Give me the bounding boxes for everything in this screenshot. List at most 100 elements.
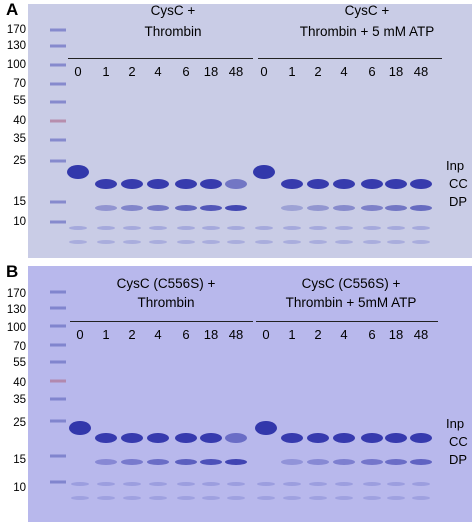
mw-marker-55: 55 xyxy=(13,95,26,107)
gel-a-faint-band-g1-5 xyxy=(202,226,220,230)
mw-marker-10: 10 xyxy=(13,216,26,228)
gel-a-cc-band-g2-6 xyxy=(410,179,432,189)
gel-b-faint-band-g2-2 xyxy=(309,482,327,486)
gel-a-faint-band-g1-4 xyxy=(177,226,195,230)
gel-b-faint2-band-g2-6 xyxy=(412,496,430,500)
gel-b-faint-band-g1-2 xyxy=(123,482,141,486)
gel-b-faint2-band-g1-0 xyxy=(71,496,89,500)
group-title-a-1-line2: Thrombin xyxy=(144,24,202,39)
gel-a-cc-band-g2-5 xyxy=(385,179,407,189)
lane-label-a-g1-18: 18 xyxy=(203,64,219,79)
gel-a-dp-band-g1-6 xyxy=(225,205,247,211)
gel-b-ladder-band-5 xyxy=(50,379,66,383)
gel-b-ladder-band-3 xyxy=(50,343,66,347)
gel-b-dp-band-g1-3 xyxy=(147,459,169,465)
band-label-a-inp: Inp xyxy=(446,158,465,173)
mw-marker-10-b: 10 xyxy=(13,482,26,494)
group-title-a-2-line1: CysC + xyxy=(344,3,390,18)
gel-b-faint-band-g1-0 xyxy=(71,482,89,486)
gel-b-faint2-band-g1-2 xyxy=(123,496,141,500)
gel-a-cc-band-g1-6 xyxy=(225,179,247,189)
lane-label-a-g2-48: 48 xyxy=(413,64,429,79)
gel-b-cc-band-g1-3 xyxy=(147,433,169,443)
mw-marker-25-b: 25 xyxy=(13,417,26,429)
gel-b-svg xyxy=(28,266,472,522)
gel-b-faint-band-g2-3 xyxy=(335,482,353,486)
gel-a-ladder-band-9 xyxy=(50,220,66,224)
gel-a-ladder-band-0 xyxy=(50,28,66,32)
gel-b-inp-band-g2 xyxy=(255,421,277,435)
gel-a-faint2-band-g2-4 xyxy=(363,240,381,244)
gel-a-faint-band-g1-2 xyxy=(123,226,141,230)
gel-b-cc-band-g1-6 xyxy=(225,433,247,443)
mw-marker-70: 70 xyxy=(13,78,26,90)
gel-b-faint2-band-g2-2 xyxy=(309,496,327,500)
gel-a-faint-band-g1-6 xyxy=(227,226,245,230)
gel-b-faint2-band-g2-0 xyxy=(257,496,275,500)
lane-label-a-g2-2: 2 xyxy=(314,64,322,79)
gel-a-dp-band-g2-2 xyxy=(307,205,329,211)
gel-b-faint-band-g1-5 xyxy=(202,482,220,486)
gel-b-faint-band-g2-5 xyxy=(387,482,405,486)
mw-marker-40-b: 40 xyxy=(13,377,26,389)
gel-b-ladder-band-8 xyxy=(50,454,66,458)
lane-label-a-g2-1: 1 xyxy=(288,64,296,79)
gel-b-ladder-band-7 xyxy=(50,419,66,423)
gel-a-faint2-band-g2-6 xyxy=(412,240,430,244)
lane-label-a-g1-1: 1 xyxy=(102,64,110,79)
group-title-b-2-line2: Thrombin + 5mM ATP xyxy=(285,295,417,310)
gel-a-faint2-band-g1-1 xyxy=(97,240,115,244)
gel-b-dp-band-g2-6 xyxy=(410,459,432,465)
gel-b-faint-band-g2-6 xyxy=(412,482,430,486)
gel-a-faint-band-g2-2 xyxy=(309,226,327,230)
gel-b-cc-band-g1-5 xyxy=(200,433,222,443)
lane-label-b-g2-48: 48 xyxy=(413,327,429,342)
group-rule-a-2 xyxy=(258,58,442,59)
mw-marker-15-b: 15 xyxy=(13,454,26,466)
gel-b-dp-band-g2-2 xyxy=(307,459,329,465)
gel-a-cc-band-g2-2 xyxy=(307,179,329,189)
lane-label-b-g2-1: 1 xyxy=(288,327,296,342)
gel-b-cc-band-g2-1 xyxy=(281,433,303,443)
group-title-b-1: CysC (C556S) + Thrombin xyxy=(76,275,256,311)
lane-label-a-g1-6: 6 xyxy=(182,64,190,79)
mw-marker-40: 40 xyxy=(13,115,26,127)
gel-a-cc-band-g2-1 xyxy=(281,179,303,189)
gel-b-faint2-band-g1-1 xyxy=(97,496,115,500)
gel-a-faint-band-g1-1 xyxy=(97,226,115,230)
group-title-a-1: CysC + Thrombin xyxy=(88,2,258,40)
gel-a-faint2-band-g2-3 xyxy=(335,240,353,244)
gel-a-faint2-band-g2-5 xyxy=(387,240,405,244)
band-label-b-inp: Inp xyxy=(446,416,465,431)
gel-b-faint2-band-g1-3 xyxy=(149,496,167,500)
gel-b-faint2-band-g2-3 xyxy=(335,496,353,500)
mw-marker-15: 15 xyxy=(13,196,26,208)
mw-marker-170: 170 xyxy=(6,24,26,36)
gel-a-faint-band-g2-6 xyxy=(412,226,430,230)
lane-label-b-g2-2: 2 xyxy=(314,327,322,342)
mw-marker-35: 35 xyxy=(13,133,26,145)
group-title-b-2-line1: CysC (C556S) + xyxy=(301,276,401,291)
lane-label-a-g1-48: 48 xyxy=(228,64,244,79)
mw-marker-70-b: 70 xyxy=(13,341,26,353)
gel-a-dp-band-g2-5 xyxy=(385,205,407,211)
gel-a-faint2-band-g1-4 xyxy=(177,240,195,244)
gel-a-cc-band-g1-5 xyxy=(200,179,222,189)
group-rule-b-2 xyxy=(256,321,438,322)
gel-a-cc-band-g1-3 xyxy=(147,179,169,189)
mw-marker-25: 25 xyxy=(13,155,26,167)
gel-b-ladder-band-6 xyxy=(50,397,66,401)
band-label-b-dp: DP xyxy=(449,452,468,467)
gel-image-a xyxy=(28,4,472,258)
lane-label-b-g1-0: 0 xyxy=(76,327,84,342)
gel-a-faint-band-g2-5 xyxy=(387,226,405,230)
gel-a-dp-band-g1-3 xyxy=(147,205,169,211)
gel-b-faint2-band-g2-4 xyxy=(363,496,381,500)
gel-b-dp-band-g1-1 xyxy=(95,459,117,465)
gel-b-cc-band-g2-6 xyxy=(410,433,432,443)
gel-b-faint2-band-g1-6 xyxy=(227,496,245,500)
gel-b-dp-band-g2-1 xyxy=(281,459,303,465)
gel-b-dp-band-g1-4 xyxy=(175,459,197,465)
lane-label-b-g1-6: 6 xyxy=(182,327,190,342)
gel-a-cc-band-g1-4 xyxy=(175,179,197,189)
